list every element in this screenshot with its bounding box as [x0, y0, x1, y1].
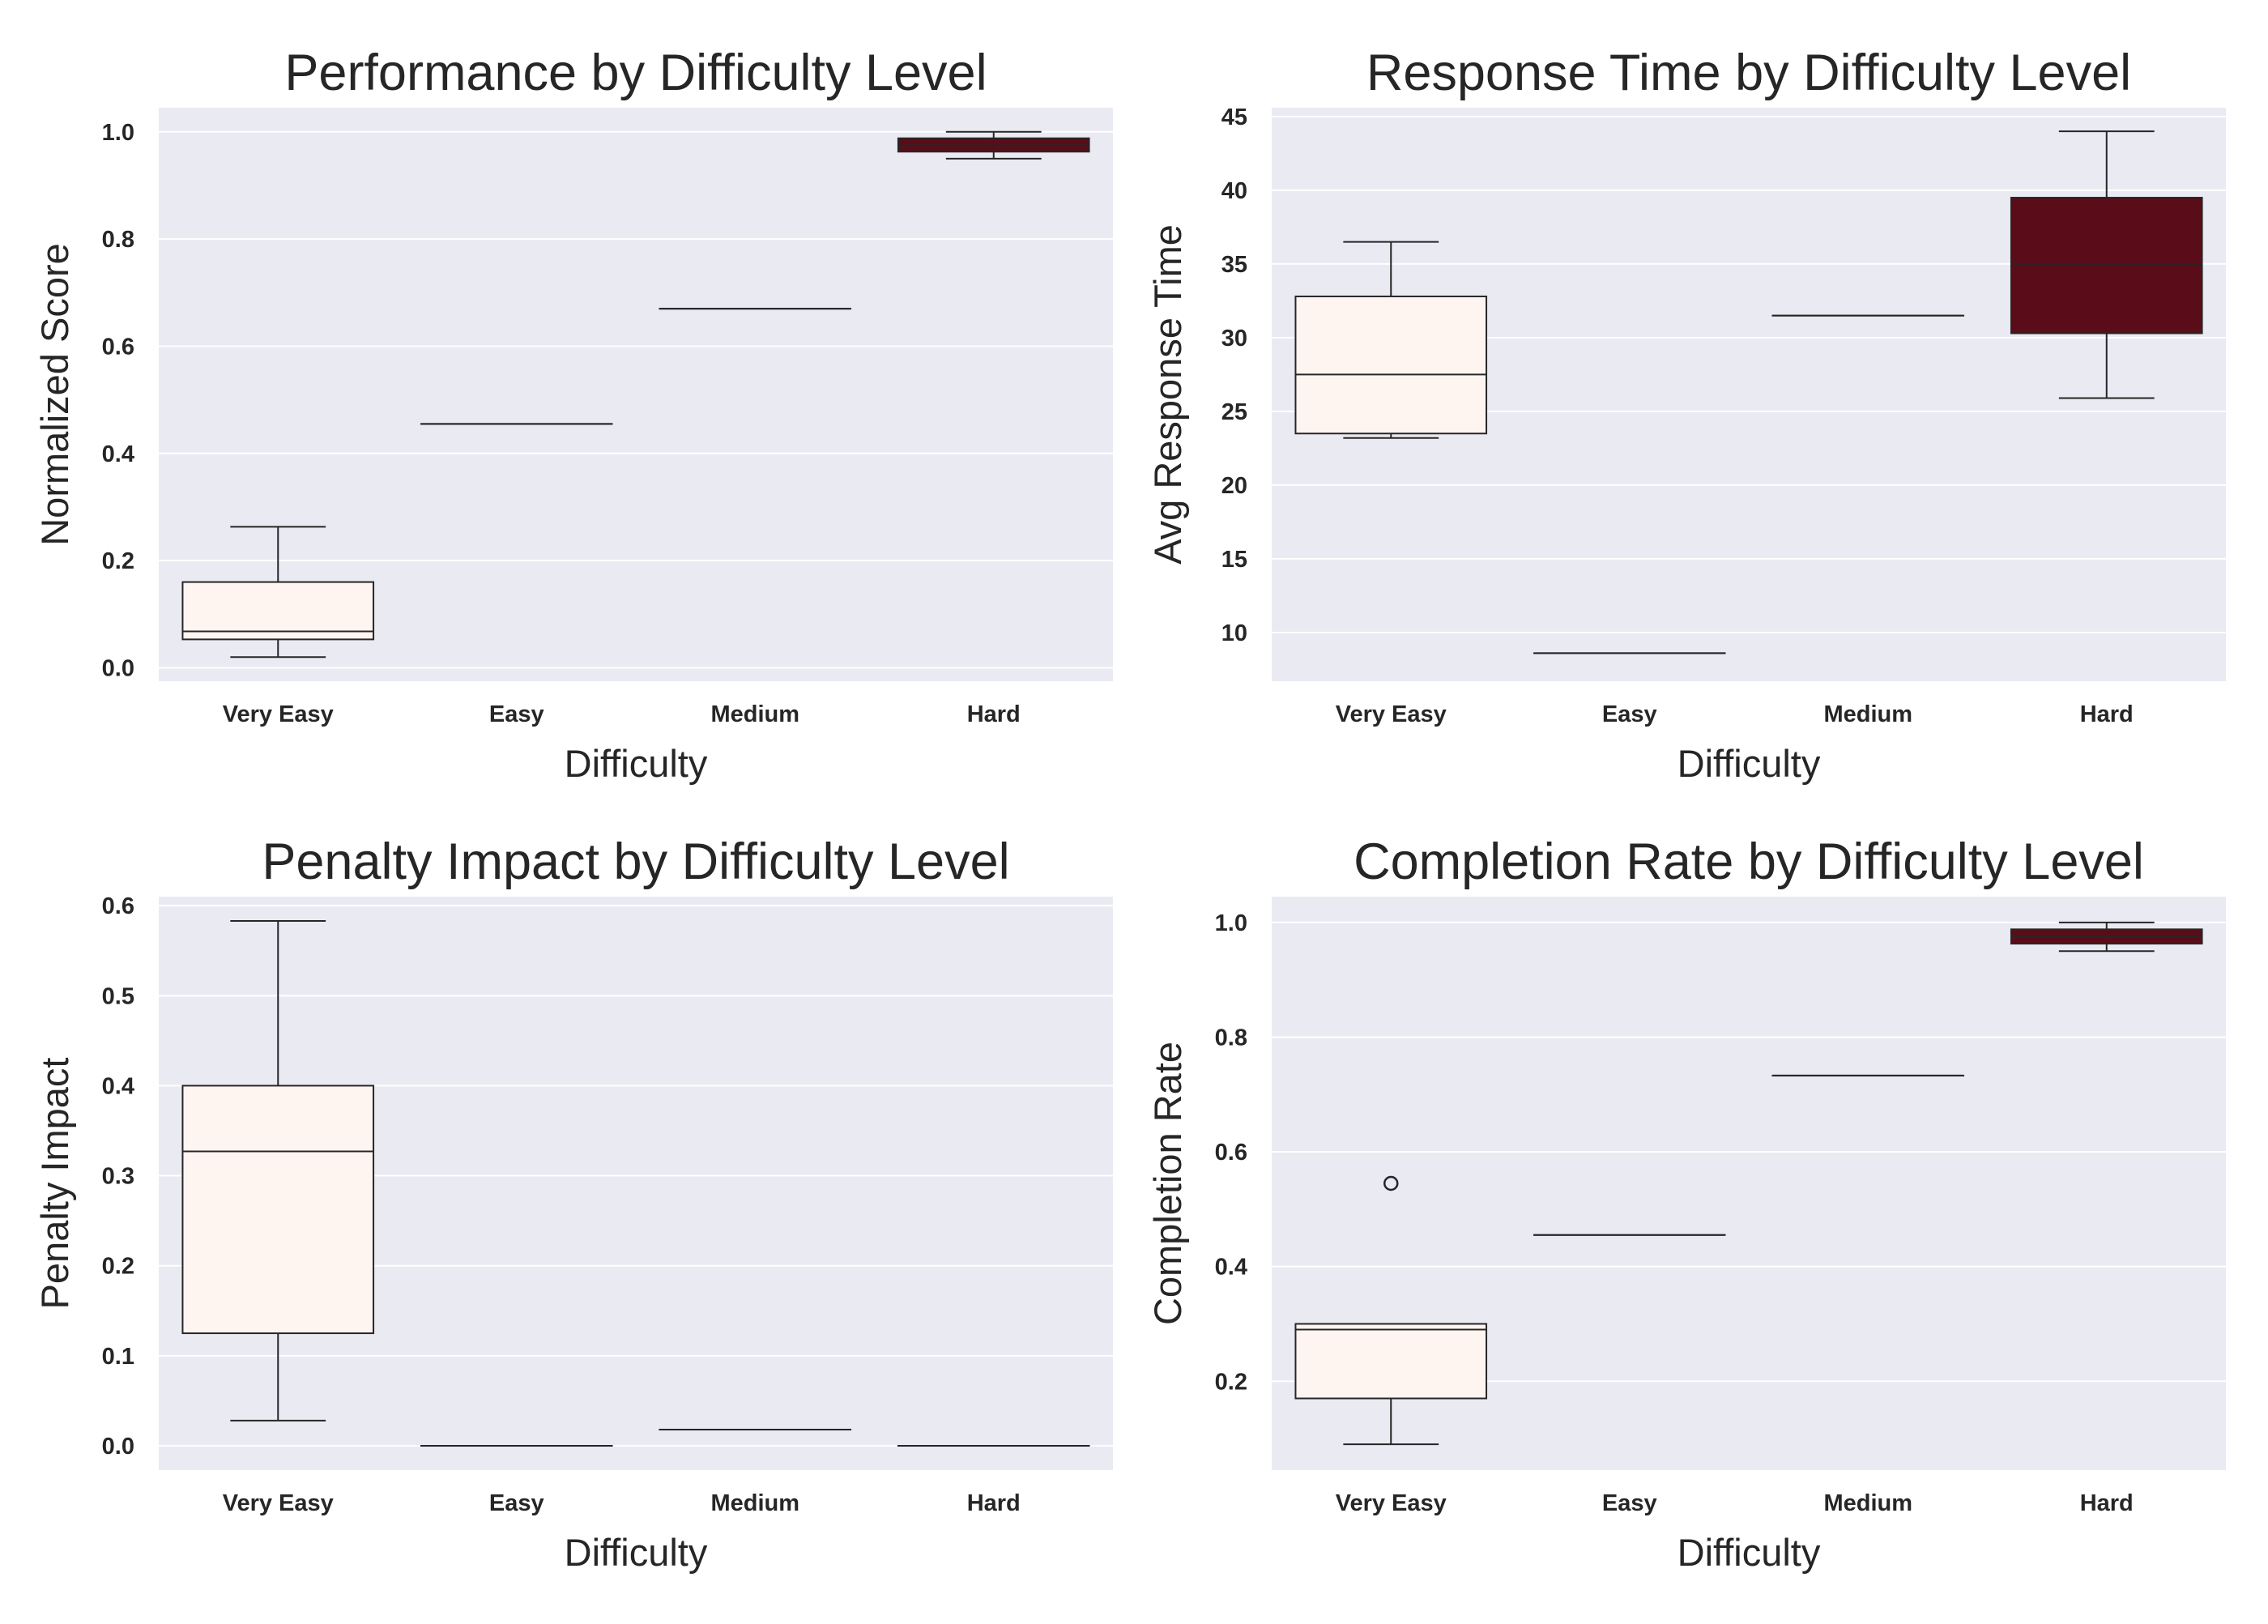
y-tick-label: 0.6 — [1215, 1140, 1247, 1166]
x-tick-label-medium: Medium — [710, 701, 799, 727]
x-tick-label-hard: Hard — [967, 1490, 1021, 1516]
y-tick-label: 1.0 — [1215, 910, 1247, 936]
x-tick-label-easy: Easy — [1602, 701, 1657, 727]
y-tick-label: 1.0 — [102, 120, 134, 146]
chart-performance: 0.0 0.2 0.4 0.6 0.8 1.0 Very Easy Easy Medium Har… — [33, 45, 1113, 785]
y-tick-label: 0.2 — [1215, 1369, 1247, 1395]
x-tick-label-hard: Hard — [2080, 1490, 2134, 1516]
y-tick-label: 10 — [1221, 620, 1247, 646]
x-tick-label-easy: Easy — [1602, 1490, 1657, 1516]
y-tick-label: 0.4 — [1215, 1255, 1247, 1281]
x-tick-label-medium: Medium — [1823, 701, 1912, 727]
y-axis-label: Avg Response Time — [1146, 224, 1189, 565]
y-tick-label: 0.1 — [102, 1344, 134, 1370]
y-tick-label: 40 — [1221, 178, 1247, 204]
y-tick-label: 20 — [1221, 473, 1247, 499]
box-body — [2011, 198, 2202, 333]
x-axis-label: Difficulty — [1678, 1531, 1821, 1574]
box-body — [1295, 1323, 1486, 1398]
x-axis-label: Difficulty — [1678, 742, 1821, 785]
y-axis-label: Penalty Impact — [33, 1058, 76, 1310]
y-tick-label: 35 — [1221, 252, 1247, 278]
x-tick-label-medium: Medium — [1823, 1490, 1912, 1516]
y-tick-label: 0.5 — [102, 983, 134, 1009]
y-tick-label: 15 — [1221, 547, 1247, 573]
chart-penalty-impact: 0.0 0.1 0.2 0.3 0.4 0.5 0.6 Very Easy Easy Medium… — [33, 833, 1113, 1574]
y-tick-label: 0.4 — [102, 441, 134, 467]
y-axis-label: Completion Rate — [1146, 1042, 1189, 1325]
y-tick-label: 0.2 — [102, 548, 134, 574]
y-tick-label: 0.2 — [102, 1254, 134, 1280]
x-tick-label-very-easy: Very Easy — [223, 1490, 334, 1516]
x-tick-label-easy: Easy — [489, 701, 544, 727]
x-axis-label: Difficulty — [565, 742, 708, 785]
y-tick-label: 0.3 — [102, 1164, 134, 1190]
y-tick-label: 0.6 — [102, 334, 134, 360]
chart-title: Performance by Difficulty Level — [284, 45, 987, 101]
y-tick-label: 30 — [1221, 326, 1247, 352]
chart-title: Penalty Impact by Difficulty Level — [262, 833, 1009, 890]
chart-title: Completion Rate by Difficulty Level — [1354, 833, 2144, 890]
x-tick-label-very-easy: Very Easy — [223, 701, 334, 727]
y-tick-label: 0.6 — [102, 893, 134, 919]
x-tick-label-hard: Hard — [2080, 701, 2134, 727]
y-tick-label: 0.0 — [102, 1434, 134, 1460]
chart-response-time: 10 15 20 25 30 35 40 45 Very Easy Easy Medium Hard R… — [1146, 45, 2226, 785]
y-tick-label: 0.8 — [1215, 1025, 1247, 1051]
box-body — [1295, 296, 1486, 433]
chart-title: Response Time by Difficulty Level — [1366, 45, 2131, 101]
x-tick-label-very-easy: Very Easy — [1336, 701, 1447, 727]
box-body — [182, 1085, 373, 1333]
x-tick-label-easy: Easy — [489, 1490, 544, 1516]
x-axis-label: Difficulty — [565, 1531, 708, 1574]
chart-completion-rate: 0.2 0.4 0.6 0.8 1.0 Very Easy Easy Medium Hard Co… — [1146, 833, 2226, 1574]
y-axis-label: Normalized Score — [33, 243, 76, 546]
y-tick-label: 25 — [1221, 399, 1247, 425]
x-tick-label-hard: Hard — [967, 701, 1021, 727]
y-tick-label: 0.4 — [102, 1073, 134, 1099]
x-tick-label-medium: Medium — [710, 1490, 799, 1516]
x-tick-label-very-easy: Very Easy — [1336, 1490, 1447, 1516]
y-tick-label: 0.0 — [102, 655, 134, 681]
y-tick-label: 45 — [1221, 104, 1247, 130]
y-tick-label: 0.8 — [102, 227, 134, 253]
